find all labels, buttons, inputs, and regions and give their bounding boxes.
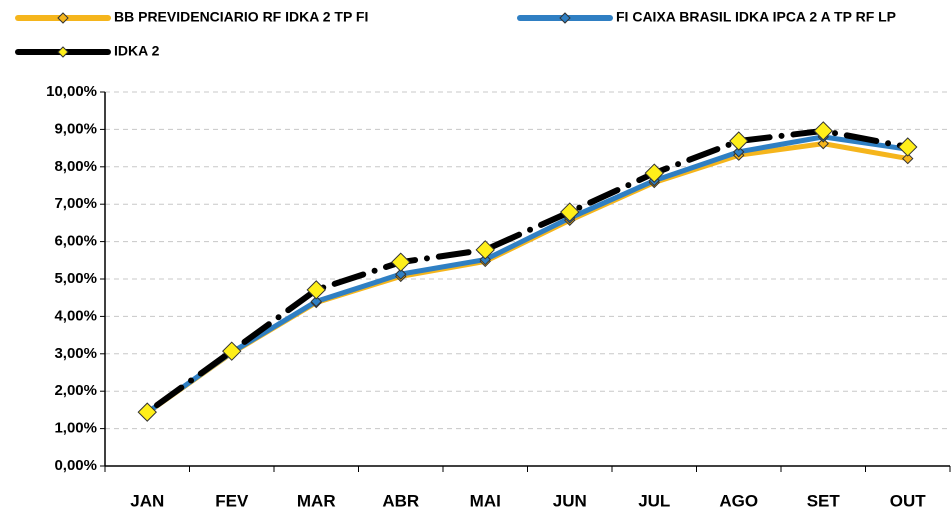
y-tick-label: 4,00% — [54, 307, 97, 324]
data-point — [729, 131, 749, 151]
data-point — [475, 240, 495, 260]
x-tick-label: JAN — [130, 491, 164, 510]
data-point — [391, 252, 411, 272]
x-tick-label: SET — [807, 491, 841, 510]
x-tick-label: JUL — [638, 491, 670, 510]
y-tick-label: 9,00% — [54, 120, 97, 137]
data-point — [902, 152, 914, 165]
y-tick-label: 0,00% — [54, 457, 97, 474]
x-tick-label: FEV — [215, 491, 249, 510]
legend-label: BB PREVIDENCIARIO RF IDKA 2 TP FI — [114, 9, 368, 25]
y-tick-label: 3,00% — [54, 345, 97, 362]
data-point — [817, 137, 829, 150]
x-tick-label: AGO — [719, 491, 758, 510]
x-tick-label: MAI — [470, 491, 501, 510]
y-tick-label: 1,00% — [54, 420, 97, 437]
y-tick-label: 7,00% — [54, 195, 97, 212]
data-point — [479, 253, 491, 266]
legend-label: IDKA 2 — [114, 43, 160, 59]
x-tick-label: ABR — [382, 491, 419, 510]
data-point — [898, 137, 918, 157]
series-line — [144, 134, 911, 416]
legend-marker — [57, 46, 69, 58]
x-tick-label: MAR — [297, 491, 336, 510]
data-point — [813, 121, 833, 141]
series-line — [144, 141, 911, 416]
y-tick-label: 6,00% — [54, 233, 97, 250]
legend-label: FI CAIXA BRASIL IDKA IPCA 2 A TP RF LP — [616, 9, 896, 25]
legend-marker — [559, 12, 571, 24]
data-point — [137, 402, 157, 422]
y-tick-label: 2,00% — [54, 382, 97, 399]
x-tick-label: OUT — [890, 491, 927, 510]
data-point — [306, 280, 326, 300]
legend-marker — [57, 12, 69, 24]
data-point — [560, 202, 580, 222]
data-point — [222, 341, 242, 361]
data-point — [395, 268, 407, 280]
y-tick-label: 5,00% — [54, 270, 97, 287]
data-point — [733, 146, 745, 158]
series-line — [144, 127, 911, 416]
y-tick-label: 10,00% — [46, 83, 97, 100]
data-point — [310, 295, 322, 308]
y-tick-label: 8,00% — [54, 158, 97, 175]
x-tick-label: JUN — [553, 491, 587, 510]
data-point — [644, 163, 664, 183]
